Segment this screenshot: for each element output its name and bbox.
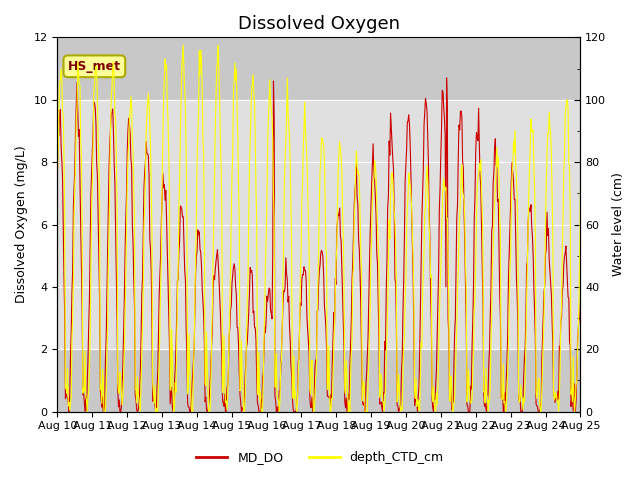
Bar [58, 100, 580, 349]
Legend: MD_DO, depth_CTD_cm: MD_DO, depth_CTD_cm [191, 446, 449, 469]
Title: Dissolved Oxygen: Dissolved Oxygen [238, 15, 400, 33]
Text: HS_met: HS_met [68, 60, 121, 73]
Y-axis label: Dissolved Oxygen (mg/L): Dissolved Oxygen (mg/L) [15, 145, 28, 303]
Y-axis label: Water level (cm): Water level (cm) [612, 173, 625, 276]
